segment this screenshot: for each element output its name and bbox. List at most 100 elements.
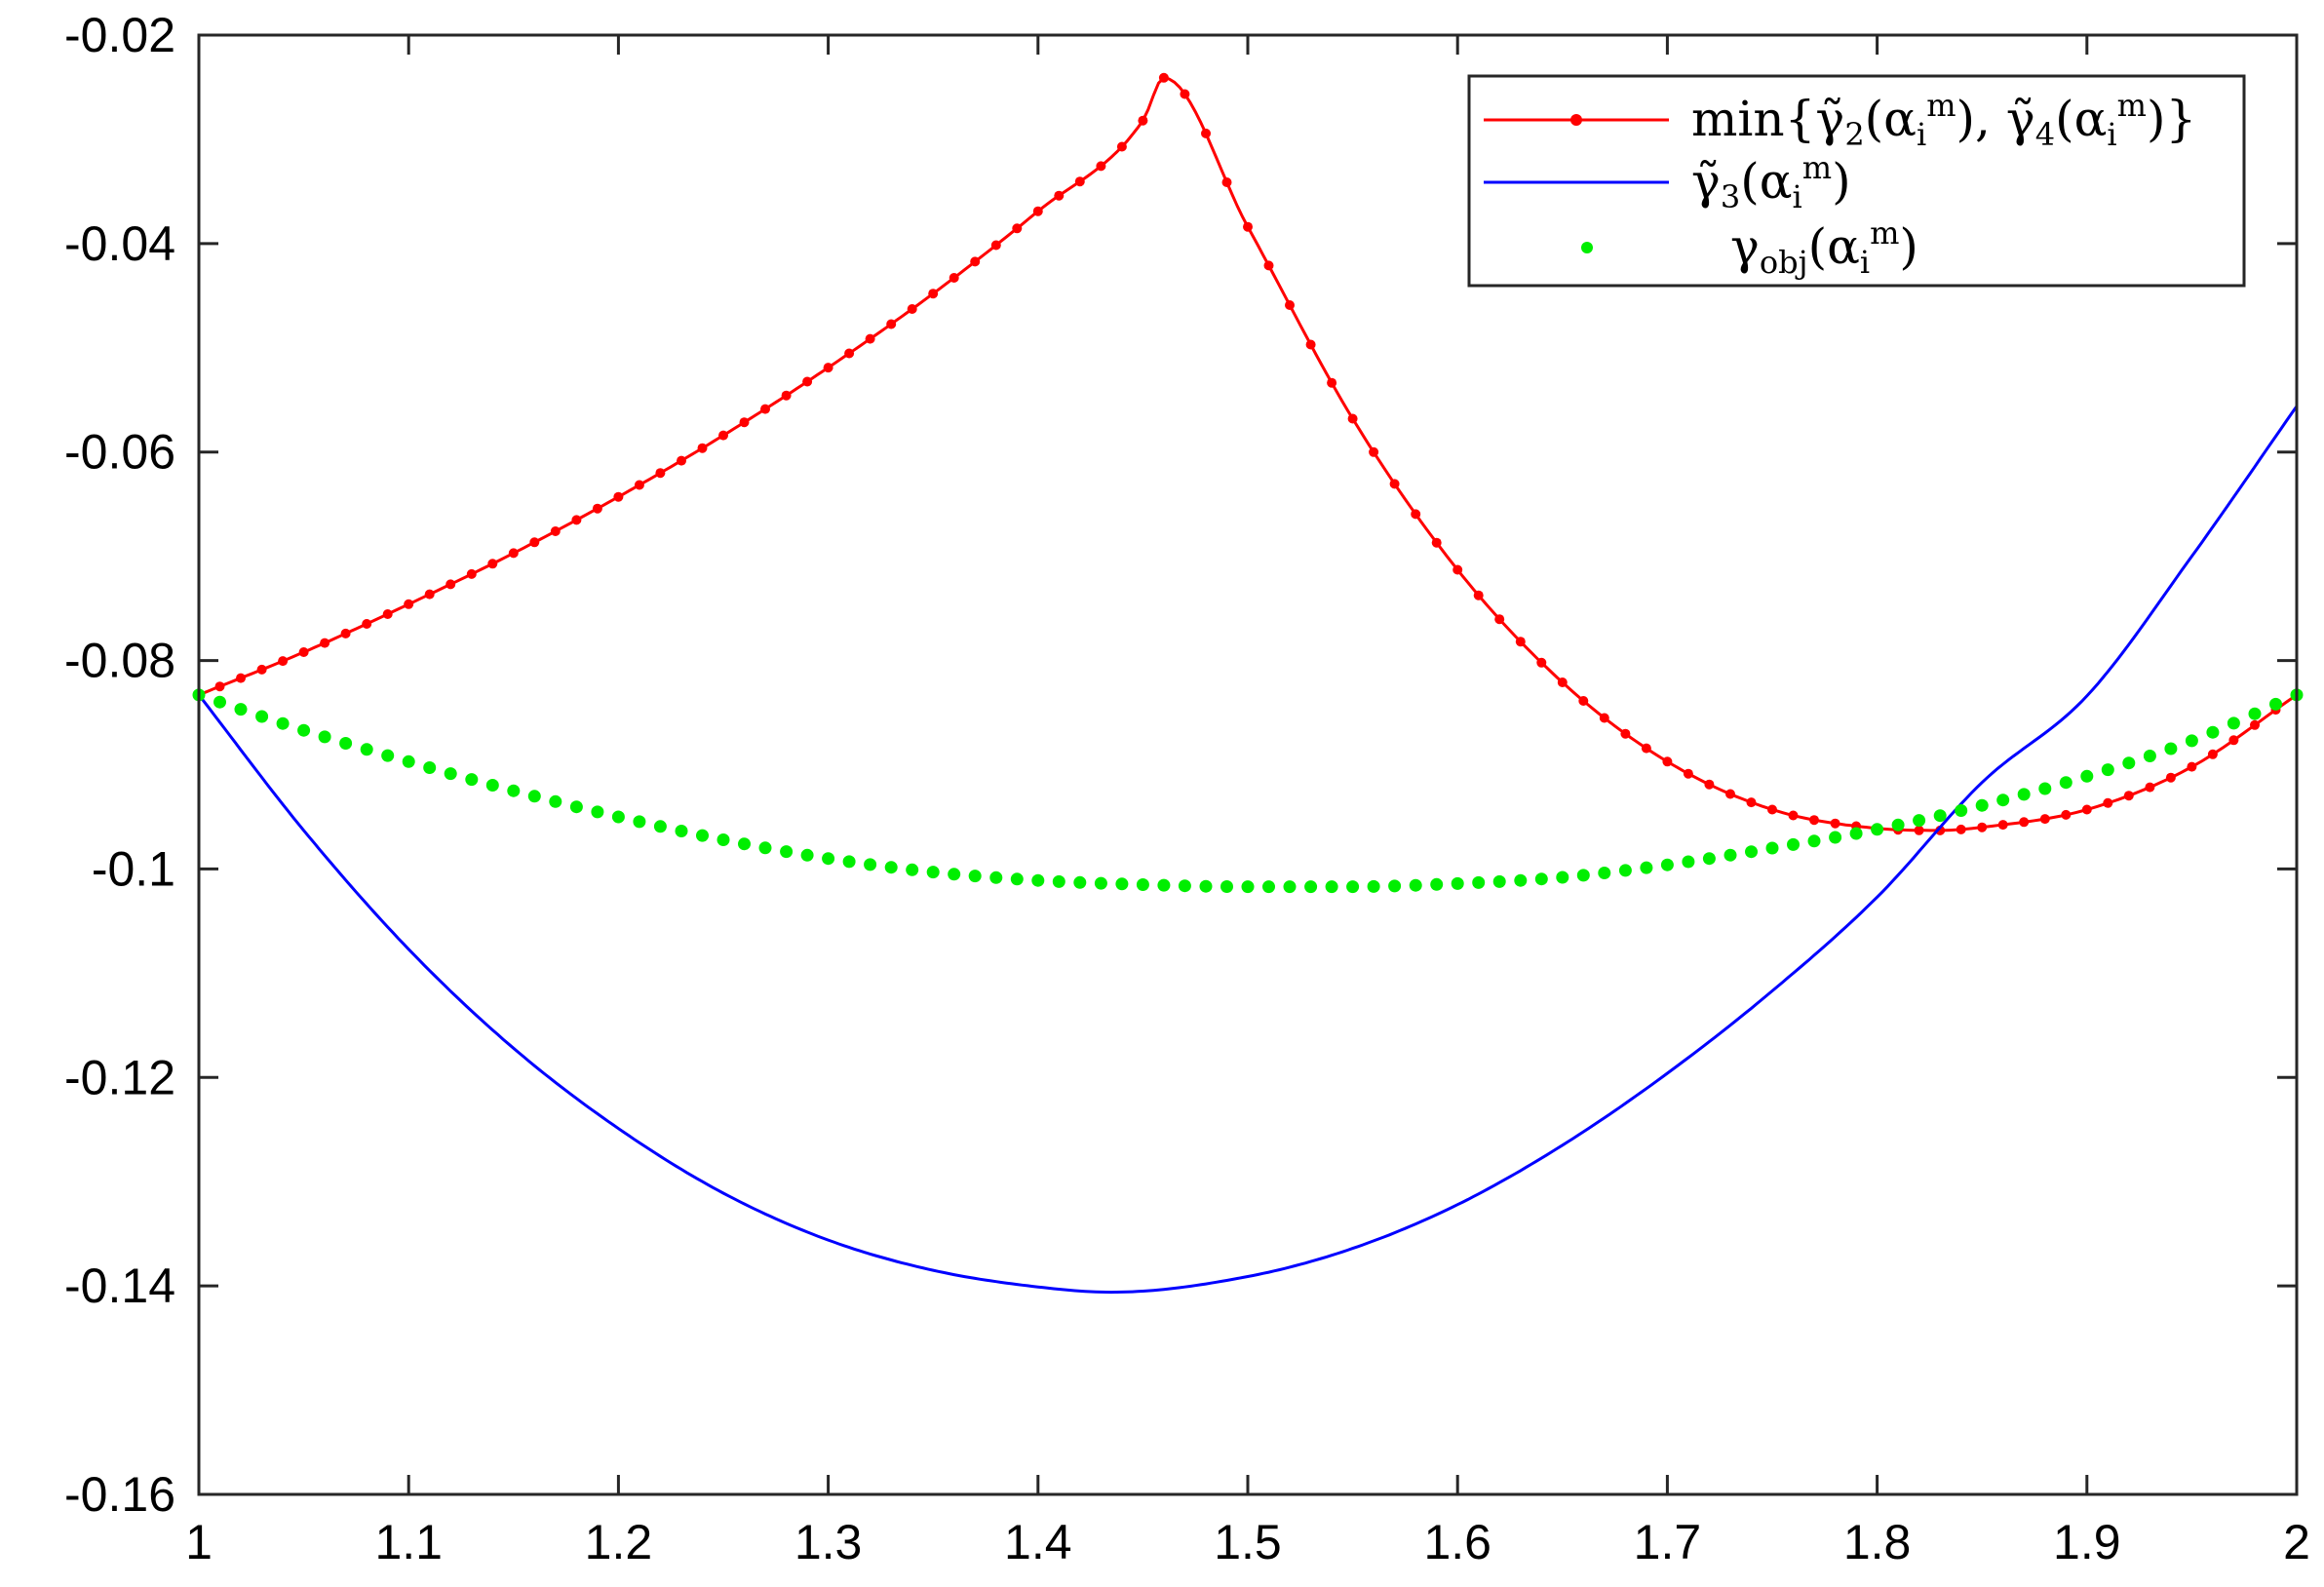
series-3-point <box>1262 880 1275 894</box>
series-1-point <box>320 638 330 648</box>
series-3-point <box>1304 880 1318 894</box>
series-1-point <box>1452 564 1463 575</box>
series-1-point <box>1599 713 1609 723</box>
x-tick-label: 1.3 <box>794 1515 863 1569</box>
series-1-point <box>1704 779 1715 790</box>
series-1-point <box>718 430 728 441</box>
y-tick-label: -0.02 <box>64 8 175 62</box>
series-1-point <box>2103 797 2113 808</box>
series-3-point <box>989 871 1003 884</box>
series-1-point <box>1327 377 1337 388</box>
series-3-point <box>2185 734 2198 748</box>
series-3-point <box>1598 867 1611 879</box>
series-3-point <box>1660 858 1674 871</box>
series-1-point <box>1389 479 1400 489</box>
series-1-point <box>1180 89 1190 99</box>
series-1-point <box>1977 822 1988 832</box>
series-1-point <box>382 609 393 619</box>
series-3-point <box>2206 725 2220 739</box>
series-1-point <box>2019 817 2030 828</box>
series-3-point <box>465 773 479 787</box>
series-3-point <box>2017 788 2031 801</box>
series-1-point <box>949 273 959 283</box>
series-3-point <box>1807 834 1821 848</box>
series-1-point <box>1138 115 1148 126</box>
series-1-point <box>613 491 624 502</box>
series-1-point <box>823 363 833 373</box>
series-1-point <box>1767 804 1777 815</box>
series-3-point <box>1409 878 1422 892</box>
series-3-point <box>1199 879 1213 893</box>
series-3-point <box>611 810 625 824</box>
series-1-point <box>1221 177 1232 187</box>
series-3-point <box>2122 756 2136 770</box>
series-1-point <box>466 568 477 579</box>
series-3-point <box>1829 831 1842 844</box>
x-tick-label: 1 <box>185 1515 213 1569</box>
series-1-point <box>739 417 750 428</box>
series-3-point <box>717 833 730 846</box>
series-3-point <box>1388 879 1402 893</box>
legend-label-min-gamma: min{γ̃2(αim), γ̃4(αim)} <box>1691 87 2196 153</box>
series-1-point <box>529 537 540 548</box>
series-3-point <box>2101 763 2114 777</box>
series-3-point <box>1849 827 1863 840</box>
series-3-point <box>1115 877 1129 891</box>
series-3-point <box>1724 848 1737 862</box>
legend-marker-min-gamma <box>1570 114 1582 126</box>
series-3 <box>192 688 2304 894</box>
series-3-point <box>1283 880 1297 894</box>
y-tick-label: -0.14 <box>64 1258 175 1313</box>
series-3-point <box>926 866 940 879</box>
series-3-point <box>213 695 226 709</box>
series-3-point <box>2038 782 2052 795</box>
series-1-point <box>844 348 855 359</box>
series-3-point <box>864 858 877 871</box>
series-3-point <box>1010 872 1024 886</box>
series-1-point <box>1809 815 1819 826</box>
y-tick-label: -0.1 <box>92 841 175 896</box>
series-1-point <box>1914 825 1924 835</box>
y-tick-label: -0.12 <box>64 1050 175 1104</box>
series-1-point <box>404 599 414 609</box>
legend-label-gamma3: γ̃3(αim) <box>1691 149 1851 215</box>
series-3-point <box>507 784 521 797</box>
series-1-point <box>802 376 813 387</box>
series-1-point <box>1032 206 1043 216</box>
series-1-point <box>928 289 939 299</box>
x-tick-label: 1.8 <box>1843 1515 1912 1569</box>
series-1-point <box>592 503 602 514</box>
series-1-point <box>907 304 917 314</box>
series-1-point <box>1201 128 1211 138</box>
series-1-point <box>1662 756 1673 767</box>
series-3-point <box>1996 794 2010 807</box>
series-line-2 <box>197 405 2299 1295</box>
series-3-point <box>360 743 373 756</box>
series-1-point <box>634 480 644 490</box>
series-3-point <box>423 761 437 774</box>
series-3-point <box>1157 878 1171 892</box>
series-3-point <box>1346 880 1360 894</box>
series-3-point <box>1052 874 1065 888</box>
series-3-point <box>1787 837 1800 851</box>
series-3-point <box>822 852 835 866</box>
series-1-point <box>2187 761 2197 772</box>
series-1-point <box>2228 735 2239 746</box>
series-1-point <box>1997 820 2008 831</box>
series-1-point <box>1431 537 1442 548</box>
series-3-point <box>1975 798 1989 812</box>
x-tick-label: 1.4 <box>1004 1515 1072 1569</box>
legend-label-gamma-obj: γobj(αim) <box>1730 214 1918 281</box>
x-tick-label: 1.1 <box>374 1515 443 1569</box>
series-3-point <box>591 805 604 819</box>
series-3-point <box>906 863 919 876</box>
x-tick-label: 1.7 <box>1634 1515 1702 1569</box>
series-3-point <box>1891 818 1905 832</box>
series-1-point <box>214 681 225 692</box>
series-1-point <box>1369 446 1379 457</box>
series-1-point <box>1096 161 1106 172</box>
series-3-point <box>633 815 646 829</box>
series-1-point <box>1830 818 1840 829</box>
series-1-point <box>1536 657 1547 668</box>
